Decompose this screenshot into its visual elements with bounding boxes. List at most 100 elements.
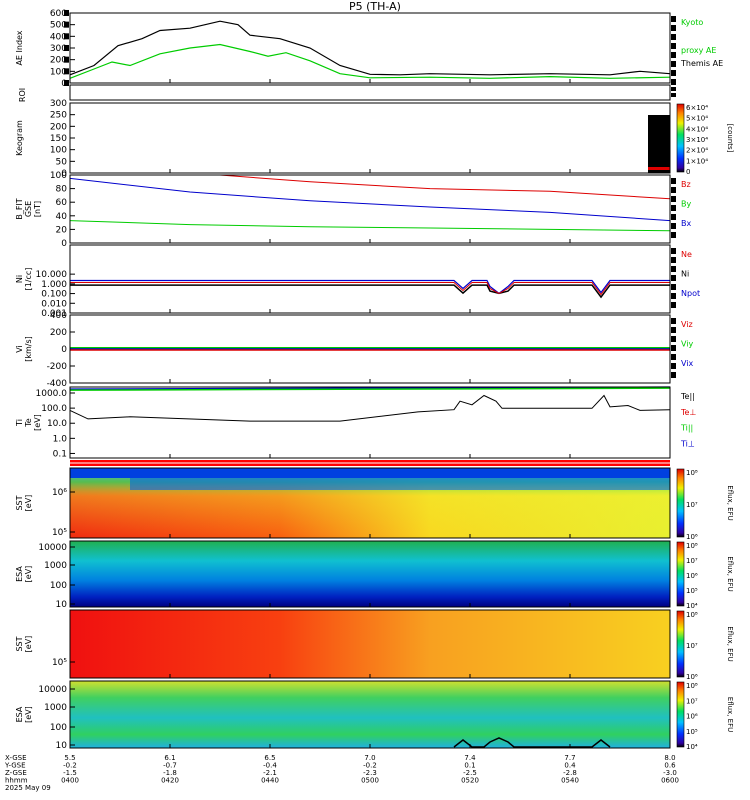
esa-elec-y-tick-label: 10 bbox=[56, 741, 68, 751]
sst-ion-second-band bbox=[130, 478, 670, 490]
sst-ion-colorbar-label: Eflux, EFU bbox=[726, 485, 734, 520]
ae-y-tick-label: 200 bbox=[50, 56, 67, 66]
ti-y-tick-label: 10.0 bbox=[47, 419, 67, 429]
vi-y-tick-label: 0 bbox=[61, 345, 67, 355]
vi-y-tick-label: 200 bbox=[50, 328, 67, 338]
x-tick-time: 0540 bbox=[561, 777, 579, 785]
sst-ion-y-tick-label: 10⁵ bbox=[52, 528, 67, 538]
b-ylabel-0: B_FIT bbox=[15, 198, 24, 219]
x-axis-row-label-1: Y-GSE bbox=[4, 762, 26, 770]
sst-elec-spectrogram-fill bbox=[70, 610, 670, 678]
axis-marker bbox=[671, 327, 676, 333]
esa-ion-spectrogram-fill bbox=[70, 541, 670, 607]
esa-ion-y-tick-label: 10000 bbox=[38, 543, 67, 553]
sst-ion-colorbar-tick-label: 10⁶ bbox=[686, 533, 698, 541]
x-axis-row-label-2: Z-GSE bbox=[5, 769, 27, 777]
ae-legend-themis: Themis AE bbox=[680, 59, 723, 68]
sst-elec-colorbar-tick-label: 10⁶ bbox=[686, 673, 698, 681]
x-tick-xgse: 7.0 bbox=[364, 754, 375, 762]
ti-ylabel-1: Te bbox=[24, 418, 33, 428]
ni-series-line bbox=[70, 284, 670, 299]
x-axis-row-label-3: hhmm bbox=[5, 777, 28, 785]
roi-strip bbox=[69, 84, 671, 101]
ni-legend-1: Ni bbox=[681, 269, 689, 278]
axis-marker bbox=[671, 61, 676, 67]
axis-marker bbox=[671, 257, 676, 263]
esa-elec-spectrogram-fill bbox=[70, 681, 670, 748]
ae-legend-1: proxy AE bbox=[681, 46, 716, 55]
sst-ion-y-tick-label: 10⁶ bbox=[52, 488, 67, 498]
esa-elec-colorbar-tick-label: 10⁵ bbox=[686, 728, 698, 736]
axis-marker bbox=[671, 87, 676, 91]
axis-marker bbox=[671, 232, 676, 238]
axis-marker bbox=[671, 34, 676, 40]
x-tick-zgse: -2.3 bbox=[363, 769, 377, 777]
esa-ion-y-tick-label: 100 bbox=[50, 581, 67, 591]
ni-y-tick-label: 0.001 bbox=[41, 309, 67, 319]
keogram-y-tick-label: 100 bbox=[50, 146, 67, 156]
ti-legend-2: Ti|| bbox=[680, 424, 693, 433]
esa-ion-colorbar-tick-label: 10⁴ bbox=[686, 602, 698, 610]
ti-y-tick-label: 0.1 bbox=[53, 449, 67, 459]
ti-legend-3: Ti⊥ bbox=[680, 439, 695, 448]
keogram-colorbar-tick-label: 6×10⁴ bbox=[686, 104, 708, 112]
axis-marker bbox=[671, 70, 676, 76]
esa-elec-y-tick-label: 100 bbox=[50, 723, 67, 733]
ae-legend-0: Kyoto bbox=[681, 18, 703, 27]
x-tick-xgse: 7.4 bbox=[464, 754, 476, 762]
vi-y-tick-label: 400 bbox=[50, 311, 67, 321]
ti-panel bbox=[69, 386, 671, 459]
keogram-colorbar-tick-label: 5×10⁴ bbox=[686, 115, 708, 123]
b-ylabel-2: [nT] bbox=[33, 201, 42, 217]
axis-marker bbox=[671, 223, 676, 229]
ae-y-tick-label: 300 bbox=[50, 44, 67, 54]
keogram-y-tick-label: 300 bbox=[50, 99, 67, 109]
keogram-panel bbox=[69, 102, 671, 174]
keogram-y-tick-label: 200 bbox=[50, 122, 67, 132]
x-tick-time: 0520 bbox=[461, 777, 479, 785]
esa-elec-colorbar-label: Eflux, EFU bbox=[726, 697, 734, 732]
esa-elec-colorbar-tick-label: 10⁷ bbox=[686, 697, 698, 705]
ae-y-tick-label: 100 bbox=[50, 67, 67, 77]
axis-marker bbox=[671, 284, 676, 290]
axis-marker bbox=[64, 33, 69, 40]
keogram-y-tick-label: 50 bbox=[56, 157, 68, 167]
sst-ion-ylabel-1: [eV] bbox=[24, 495, 33, 512]
ti-ylabel-2: [eV] bbox=[33, 414, 42, 431]
vi-ylabel-0: Vi bbox=[15, 345, 24, 353]
sst-ion-colorbar-tick-label: 10⁸ bbox=[686, 469, 698, 477]
b-y-tick-label: 60 bbox=[56, 198, 68, 208]
x-axis-row-label-4: 2025 May 09 bbox=[5, 784, 51, 792]
x-tick-ygse: 0.4 bbox=[564, 762, 576, 770]
b-legend-1: By bbox=[681, 199, 691, 208]
x-tick-zgse: -3.0 bbox=[663, 769, 677, 777]
ti-legend-1: Te⊥ bbox=[680, 408, 696, 417]
b-series-line bbox=[69, 220, 671, 232]
esa-elec-colorbar-tick-label: 10⁶ bbox=[686, 713, 698, 721]
axis-marker bbox=[64, 80, 69, 86]
axis-marker bbox=[671, 354, 676, 360]
esa-ion-ylabel-1: [eV] bbox=[24, 566, 33, 583]
axis-marker bbox=[671, 16, 676, 22]
axis-marker bbox=[64, 56, 69, 63]
axis-marker bbox=[671, 266, 676, 272]
sst-ion-colorbar-tick-label: 10⁷ bbox=[686, 501, 698, 509]
esa-ion-ylabel-0: ESA bbox=[15, 566, 24, 582]
x-tick-time: 0500 bbox=[361, 777, 379, 785]
ni-ylabel-0: Ni bbox=[15, 275, 24, 283]
keogram-y-tick-label: 250 bbox=[50, 111, 67, 121]
b-y-tick-label: 20 bbox=[56, 225, 68, 235]
sst-elec-ylabel-1: [eV] bbox=[24, 636, 33, 653]
keogram-colorbar-tick-label: 4×10⁴ bbox=[686, 125, 708, 133]
x-tick-ygse: 0.6 bbox=[664, 762, 676, 770]
x-tick-zgse: -2.8 bbox=[563, 769, 577, 777]
axis-marker bbox=[671, 336, 676, 342]
keogram-colorbar-tick-label: 2×10⁴ bbox=[686, 147, 708, 155]
axis-marker bbox=[671, 363, 676, 369]
keogram-colorbar-tick-label: 3×10⁴ bbox=[686, 136, 708, 144]
ni-y-tick-label: 0.010 bbox=[41, 299, 67, 309]
sst-ion-top-band bbox=[70, 468, 670, 478]
vi-y-tick-label: -200 bbox=[47, 362, 68, 372]
axis-marker bbox=[671, 178, 676, 184]
